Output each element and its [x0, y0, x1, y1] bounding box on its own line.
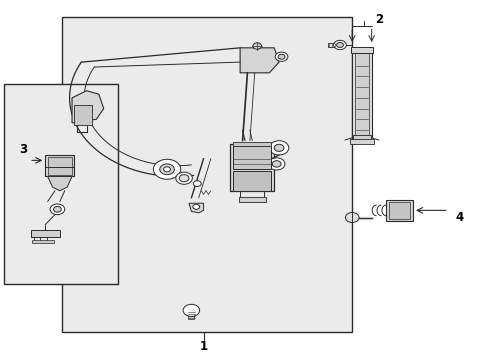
Circle shape — [194, 181, 201, 186]
Bar — [30, 230, 60, 237]
Bar — [352, 51, 372, 137]
Circle shape — [193, 204, 200, 209]
Bar — [351, 47, 373, 53]
Bar — [74, 105, 92, 125]
Bar — [239, 197, 266, 202]
Polygon shape — [240, 48, 279, 73]
Circle shape — [272, 161, 281, 167]
Bar — [389, 202, 410, 219]
Bar — [189, 310, 195, 319]
Circle shape — [275, 52, 288, 62]
Bar — [350, 139, 374, 144]
Circle shape — [160, 164, 174, 175]
Circle shape — [153, 159, 181, 179]
Circle shape — [274, 144, 284, 152]
Bar — [62, 18, 352, 332]
Bar — [328, 43, 340, 47]
Circle shape — [50, 204, 65, 215]
Text: 3: 3 — [19, 143, 27, 156]
Circle shape — [179, 175, 189, 182]
Bar — [230, 144, 274, 191]
Bar — [233, 142, 271, 146]
Text: 1: 1 — [199, 339, 208, 352]
Polygon shape — [72, 91, 104, 123]
Polygon shape — [189, 203, 203, 213]
Bar — [233, 171, 271, 191]
Text: 4: 4 — [455, 211, 464, 224]
Circle shape — [253, 43, 262, 49]
Polygon shape — [48, 176, 72, 191]
Circle shape — [164, 167, 171, 172]
Circle shape — [334, 40, 346, 50]
Text: 2: 2 — [375, 13, 383, 26]
Bar — [4, 84, 118, 284]
Bar — [355, 53, 369, 135]
Circle shape — [176, 172, 193, 184]
Circle shape — [337, 42, 343, 48]
Circle shape — [270, 141, 289, 155]
Bar — [31, 240, 54, 243]
Bar — [233, 146, 271, 169]
Circle shape — [345, 212, 359, 222]
Circle shape — [183, 304, 200, 316]
Circle shape — [53, 206, 61, 212]
Bar — [48, 157, 72, 175]
Circle shape — [269, 158, 285, 170]
Bar — [353, 135, 371, 141]
Circle shape — [278, 54, 285, 59]
Bar — [45, 155, 74, 176]
Bar — [386, 200, 413, 221]
